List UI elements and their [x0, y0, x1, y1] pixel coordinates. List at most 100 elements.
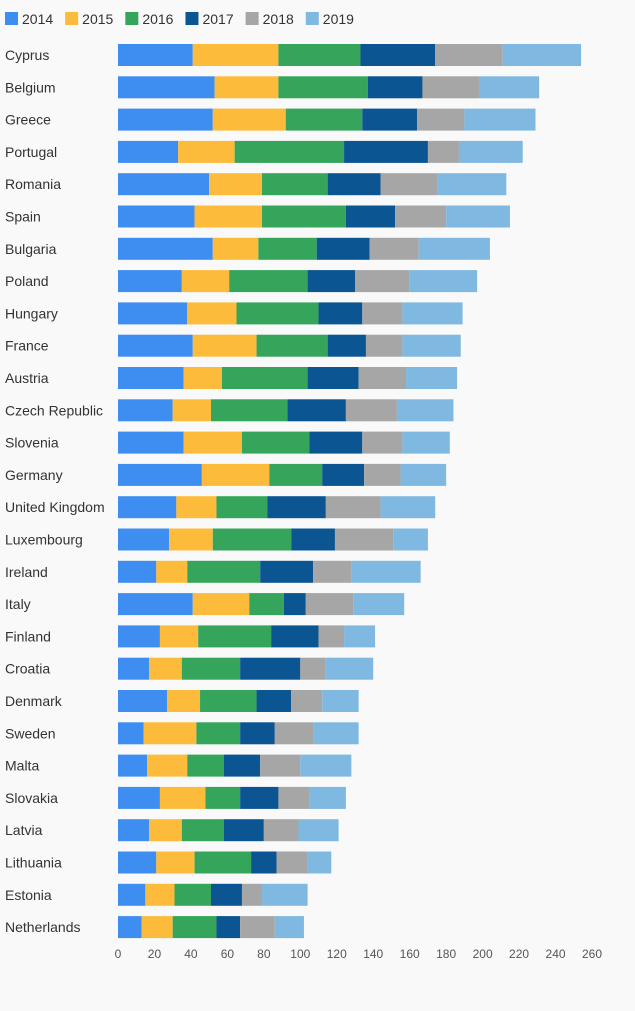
bar-segment	[305, 593, 354, 616]
category-label: Slovakia	[5, 790, 58, 806]
bar-segment	[205, 786, 241, 809]
x-tick-label: 60	[221, 947, 235, 961]
bar-segment	[223, 819, 264, 842]
category-label: Spain	[5, 209, 41, 225]
bar-segment	[396, 399, 454, 422]
bar-segment	[118, 851, 157, 874]
bar-segment	[300, 754, 352, 777]
x-tick-label: 260	[582, 947, 602, 961]
legend-label-2014: 2014	[22, 11, 53, 27]
bar-segment	[147, 754, 188, 777]
bar-segment	[402, 334, 461, 357]
bar-segment	[118, 625, 160, 648]
bar-segment	[307, 367, 359, 389]
bar-segment	[201, 463, 270, 486]
bar-segment	[344, 625, 376, 648]
bar-segment	[178, 140, 235, 163]
bar-segment	[464, 108, 536, 131]
x-tick-label: 180	[436, 947, 456, 961]
bar-segment	[362, 302, 403, 325]
legend-swatch-2017	[185, 12, 199, 25]
bar-segment	[198, 625, 272, 648]
bar-segment	[118, 108, 213, 131]
bar-segment	[181, 657, 241, 680]
bar-segment	[118, 334, 193, 357]
bar-segment	[209, 173, 263, 196]
bar-segment	[118, 819, 149, 842]
bar-segment	[187, 302, 237, 325]
bar-segment	[118, 690, 168, 712]
bar-segment	[269, 463, 323, 486]
category-label: Latvia	[5, 822, 43, 838]
bar-segment	[192, 593, 250, 616]
bar-segment	[187, 560, 261, 583]
bar-segment	[216, 916, 241, 939]
bar-segment	[181, 270, 230, 293]
bar-segment	[355, 270, 410, 293]
bar-segment	[298, 819, 339, 842]
bar-segment	[196, 722, 241, 745]
bar-segment	[278, 76, 368, 99]
bar-segment	[118, 657, 149, 680]
x-tick-label: 80	[257, 947, 271, 961]
bar-segment	[167, 690, 201, 712]
category-label: Poland	[5, 273, 49, 289]
bar-segment	[251, 851, 277, 874]
x-tick-label: 160	[400, 947, 420, 961]
category-label: Slovenia	[5, 435, 59, 451]
bar-segment	[145, 883, 175, 906]
x-tick-label: 120	[327, 947, 347, 961]
bar-segment	[156, 851, 195, 874]
bar-segment	[360, 44, 436, 66]
category-label: Finland	[5, 628, 51, 644]
bar-segment	[118, 399, 173, 422]
category-label: Portugal	[5, 144, 57, 160]
bar-segment	[118, 916, 142, 939]
bar-segment	[234, 140, 345, 163]
bar-segment	[221, 367, 308, 389]
bar-segment	[183, 431, 242, 454]
bar-segment	[285, 108, 363, 131]
bar-segment	[118, 173, 210, 196]
category-label: Romania	[5, 176, 61, 192]
bar-segment	[118, 140, 179, 163]
bar-segment	[380, 496, 436, 519]
category-label: Lithuania	[5, 855, 62, 871]
bar-segment	[309, 431, 363, 454]
bar-segment	[148, 657, 182, 680]
category-label: Malta	[5, 758, 39, 774]
bar-segment	[118, 560, 157, 583]
category-label: Hungary	[5, 305, 58, 321]
category-label: Austria	[5, 370, 49, 386]
bar-segment	[309, 786, 346, 809]
bar-segment	[502, 44, 582, 66]
bar-segment	[345, 205, 396, 228]
bar-segment	[241, 431, 310, 454]
bar-segment	[458, 140, 523, 163]
x-tick-label: 100	[290, 947, 310, 961]
bar-segment	[262, 883, 308, 906]
bar-segment	[174, 883, 211, 906]
legend-label-2015: 2015	[82, 11, 113, 27]
category-label: Italy	[5, 596, 31, 612]
bar-segment	[118, 302, 188, 325]
category-label: France	[5, 338, 49, 354]
bar-segment	[256, 334, 328, 357]
bar-segment	[118, 722, 144, 745]
bar-segment	[229, 270, 308, 293]
category-label: Luxembourg	[5, 532, 83, 548]
bar-segment	[395, 205, 447, 228]
bar-segment	[334, 528, 394, 551]
x-tick-label: 40	[184, 947, 198, 961]
bar-segment	[212, 528, 292, 551]
x-tick-label: 140	[363, 947, 383, 961]
bar-segment	[262, 205, 346, 228]
bar-segment	[318, 625, 345, 648]
category-label: Bulgaria	[5, 241, 57, 257]
bar-segment	[325, 657, 374, 680]
bar-segment	[409, 270, 478, 293]
x-tick-label: 20	[148, 947, 162, 961]
x-tick-label: 240	[546, 947, 566, 961]
bar-segment	[427, 140, 459, 163]
